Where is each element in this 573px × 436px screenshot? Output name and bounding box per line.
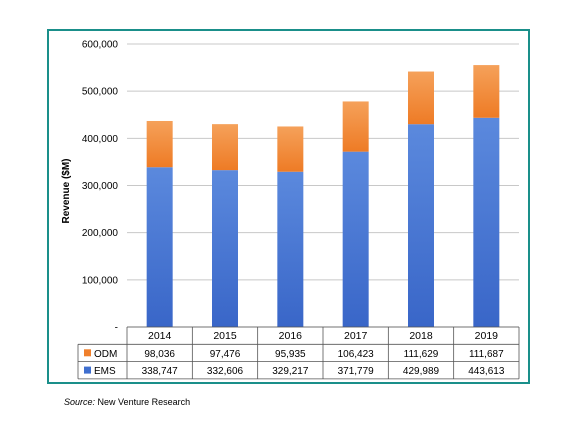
bar-odm-2017 [342, 101, 369, 152]
x-tick-label: 2018 [409, 330, 433, 342]
y-tick-label: 100,000 [82, 275, 119, 286]
data-label: 329,217 [272, 366, 309, 377]
y-axis-ticks: - 100,000 200,000 300,000 400,000 500,000 600,… [82, 40, 119, 334]
data-label: 111,629 [404, 349, 439, 360]
bars [146, 65, 500, 327]
data-label: 95,935 [275, 349, 306, 360]
y-tick-label: 200,000 [82, 228, 119, 239]
x-tick-label: 2019 [475, 330, 499, 342]
bar-ems-2017 [342, 151, 369, 327]
x-tick-label: 2017 [344, 330, 368, 342]
legend-swatch-odm [84, 349, 91, 357]
data-label: 338,747 [142, 366, 179, 377]
data-label: 371,779 [338, 366, 375, 377]
data-label: 106,423 [338, 349, 375, 360]
bar-ems-2014 [146, 167, 173, 327]
bar-ems-2019 [473, 117, 500, 327]
data-table: 2014 2015 2016 2017 2018 2019 ODM 98,036 97,476 9… [77, 326, 520, 380]
y-tick-label: 400,000 [82, 134, 119, 145]
data-label: 97,476 [210, 349, 241, 360]
bar-odm-2015 [212, 124, 238, 171]
bar-odm-2014 [146, 120, 173, 168]
x-tick-label: 2016 [279, 330, 303, 342]
data-label: 332,606 [207, 366, 244, 377]
bar-ems-2015 [212, 170, 238, 327]
source-note: Source: New Venture Research [64, 397, 190, 407]
chart-frame: - 100,000 200,000 300,000 400,000 500,000 600,… [47, 29, 530, 384]
bar-odm-2018 [408, 71, 434, 125]
y-axis-label: Revenue ($M) [61, 158, 72, 223]
y-tick-label: 500,000 [82, 87, 119, 98]
x-tick-label: 2014 [148, 330, 172, 342]
source-prefix: Source: [64, 397, 96, 407]
grid-lines [127, 43, 519, 328]
data-label: 98,036 [144, 349, 175, 360]
y-tick-label: - [115, 323, 118, 334]
source-text: New Venture Research [97, 397, 191, 407]
data-label: 443,613 [468, 366, 505, 377]
y-tick-label: 600,000 [82, 40, 119, 51]
legend-label-odm: ODM [94, 349, 117, 360]
legend-label-ems: EMS [94, 366, 116, 377]
bar-odm-2019 [473, 65, 500, 118]
data-label: 429,989 [403, 366, 440, 377]
legend-swatch-ems [84, 366, 91, 374]
bar-odm-2016 [277, 126, 304, 172]
bar-ems-2018 [408, 124, 434, 327]
x-tick-label: 2015 [213, 330, 237, 342]
bar-ems-2016 [277, 171, 304, 327]
y-tick-label: 300,000 [82, 181, 119, 192]
data-label: 111,687 [469, 349, 504, 360]
stacked-bar-chart: - 100,000 200,000 300,000 400,000 500,000 600,… [61, 40, 520, 380]
